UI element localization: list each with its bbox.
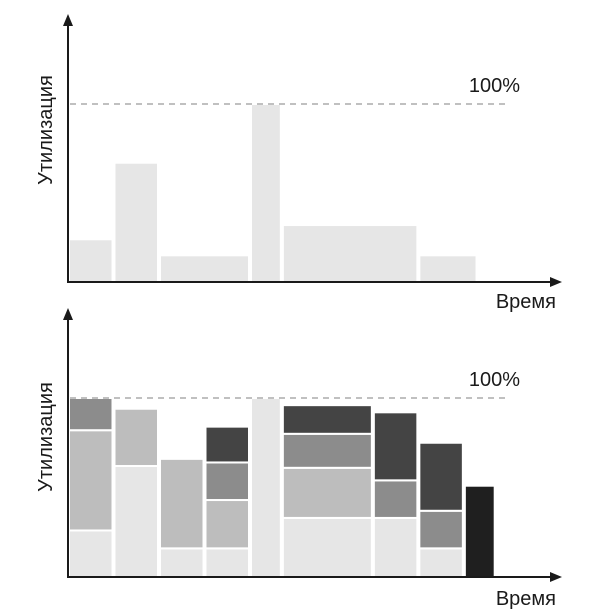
y-axis-label: Утилизация: [35, 75, 57, 185]
bar-2-segment-0: [159, 547, 205, 578]
bottom-panel: 100% Время Утилизация: [35, 308, 562, 610]
bar-5-segment-2: [281, 432, 373, 469]
y-axis-arrow-icon: [63, 308, 73, 320]
bar-2-segment-0: [159, 254, 250, 284]
bar-8-segment-0: [463, 484, 496, 578]
bar-6-segment-0: [372, 516, 419, 578]
x-axis-label: Время: [496, 291, 556, 313]
bar-0-segment-2: [68, 397, 114, 432]
y-axis-label: Утилизация: [35, 382, 57, 492]
bar-3-segment-1: [204, 499, 250, 550]
bar-2-segment-1: [159, 457, 205, 550]
bar-3-segment-2: [204, 461, 250, 502]
bar-5-segment-3: [281, 404, 373, 435]
top-panel: 100% Время Утилизация: [35, 14, 562, 313]
bar-3-segment-3: [204, 425, 250, 464]
bar-7-segment-1: [418, 509, 464, 550]
bar-5-segment-1: [281, 466, 373, 519]
x-axis-label: Время: [496, 588, 556, 610]
bar-6-segment-2: [372, 411, 419, 482]
bar-5-segment-0: [418, 254, 478, 284]
bar-3-segment-0: [204, 547, 250, 578]
reference-line-label: 100%: [469, 75, 520, 97]
bar-5-segment-0: [281, 516, 373, 578]
bar-7-segment-2: [418, 441, 464, 512]
bar-4-segment-0: [250, 397, 282, 578]
bar-1-segment-1: [113, 407, 159, 468]
bar-1-segment-0: [113, 465, 159, 578]
bar-4-segment-0: [281, 224, 419, 283]
bar-6-segment-1: [372, 479, 419, 519]
bar-0-segment-0: [68, 529, 114, 579]
bar-7-segment-0: [418, 547, 464, 578]
bar-0-segment-0: [68, 238, 114, 283]
bar-1-segment-0: [113, 161, 159, 284]
x-axis-arrow-icon: [550, 572, 562, 582]
reference-line-label: 100%: [469, 369, 520, 391]
bar-0-segment-1: [68, 429, 114, 532]
x-axis-arrow-icon: [550, 277, 562, 287]
bar-3-segment-0: [250, 103, 282, 283]
y-axis-arrow-icon: [63, 14, 73, 26]
